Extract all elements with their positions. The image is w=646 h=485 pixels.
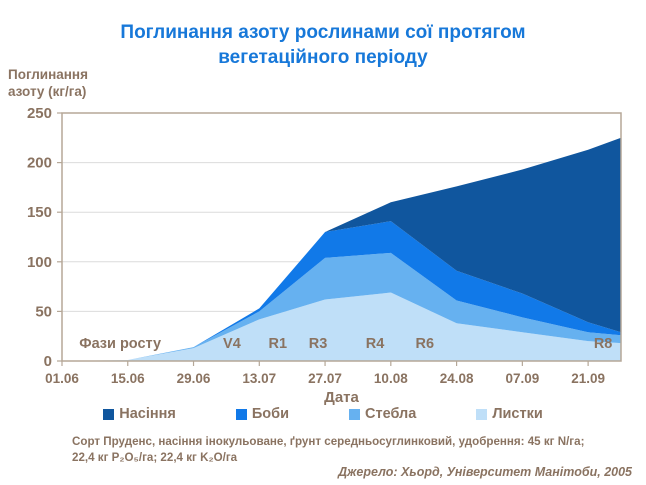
stage-label-R6: R6 [416, 336, 435, 352]
y-tick-label: 0 [44, 353, 52, 370]
footnote-line2: 22,4 кг P₂O₅/га; 22,4 кг K₂O/га [72, 450, 238, 464]
stage-label-R3: R3 [309, 336, 328, 352]
legend-item-pods: Боби [235, 406, 289, 422]
legend-label-stems: Стебла [365, 406, 417, 422]
legend-label-pods: Боби [251, 406, 289, 422]
x-tick-label: 07.09 [505, 371, 539, 386]
legend-swatch-seeds [103, 409, 115, 420]
area-Стебла [62, 252, 621, 361]
legend-swatch-leaves [476, 409, 488, 420]
legend-item-seeds: Насіння [103, 406, 176, 422]
legend-item-leaves: Листки [476, 406, 543, 422]
growth-stages-caption: Фази росту [79, 336, 161, 352]
stage-label-R1: R1 [269, 336, 288, 352]
y-tick-label: 50 [35, 303, 52, 320]
legend-swatch-pods [235, 409, 247, 420]
footnote: Сорт Пруденс, насіння інокульоване, ґрун… [72, 434, 638, 465]
stacked-area-chart: 01.06 15.06 29.06 13.07 27.07 10.08 24.08 07.09… [27, 105, 622, 406]
x-tick-label: 21.09 [571, 371, 605, 386]
area-Боби [62, 221, 621, 361]
y-tick-label: 200 [27, 155, 52, 172]
plot-border [61, 112, 622, 362]
stage-label-R4: R4 [366, 336, 385, 352]
x-tick-label: 24.08 [440, 371, 474, 386]
y-tick-label: 100 [27, 254, 52, 271]
source-citation: Джерело: Хьорд, Університет Манітоби, 20… [338, 465, 632, 479]
legend-label-leaves: Листки [492, 406, 543, 422]
x-axis-title: Дата [324, 389, 359, 406]
y-tick-label: 250 [27, 105, 52, 122]
x-tick-label: 01.06 [45, 371, 79, 386]
footnote-line1: Сорт Пруденс, насіння інокульоване, ґрун… [72, 435, 585, 448]
y-axis-label: Поглинання азоту (кг/га) [8, 67, 88, 100]
chart-title: Поглинання азоту рослинами сої протягом … [120, 22, 526, 69]
legend-label-seeds: Насіння [119, 406, 176, 422]
area-Листки [62, 292, 621, 361]
legend-swatch-stems [349, 409, 360, 420]
x-tick-label: 27.07 [308, 371, 342, 386]
stage-label-R8: R8 [594, 336, 613, 352]
x-tick-label: 13.07 [242, 371, 276, 386]
y-tick-label: 150 [27, 204, 52, 221]
x-tick-label: 15.06 [111, 371, 145, 386]
stage-label-V4: V4 [223, 336, 241, 352]
legend: Насіння Боби Стебла Листки [0, 406, 646, 422]
legend-item-stems: Стебла [349, 406, 416, 422]
area-Насіння [62, 137, 621, 361]
x-tick-label: 10.08 [374, 371, 408, 386]
x-tick-label: 29.06 [177, 371, 211, 386]
